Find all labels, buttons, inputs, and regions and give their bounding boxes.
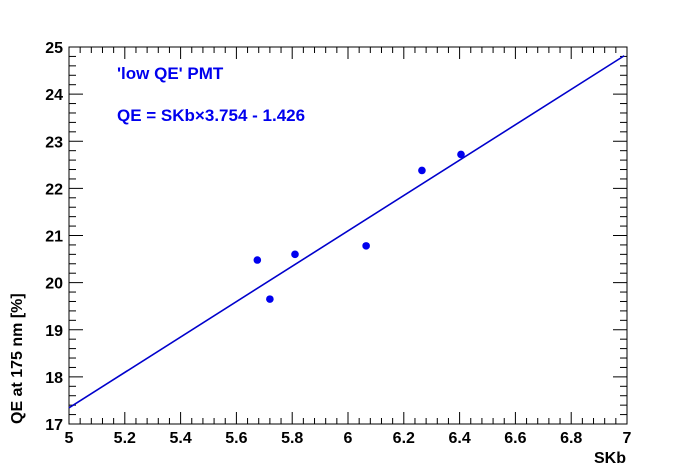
x-tick-label: 6 [344,430,353,447]
annotation-pmt-type: 'low QE' PMT [117,64,224,83]
y-axis-title: QE at 175 nm [%] [9,293,26,424]
data-point [362,242,370,250]
x-tick-label: 6.6 [504,430,526,447]
fit-line [68,55,625,409]
y-tick-label: 21 [45,229,63,246]
x-tick-label: 5.8 [281,430,303,447]
x-tick-label: 7 [623,430,632,447]
x-tick-label: 6.4 [448,430,470,447]
y-tick-label: 25 [45,40,63,57]
y-tick-label: 19 [45,323,63,340]
y-tick-label: 23 [45,134,63,151]
plot-frame [68,46,628,425]
data-points [253,150,465,303]
x-tick-label: 5.2 [114,430,136,447]
data-point [291,250,299,259]
x-tick-label: 6.2 [393,430,415,447]
y-tick-labels: 17 18 19 20 21 22 23 24 25 [45,40,63,434]
data-point [253,256,262,264]
y-tick-label: 20 [45,276,63,293]
y-tick-label: 22 [45,181,63,198]
x-tick-label: 5 [65,430,74,447]
data-point [418,166,426,175]
y-tick-label: 24 [45,87,63,104]
annotation-fit-equation: QE = SKb×3.754 - 1.426 [117,106,305,125]
x-tick-label: 5.6 [225,430,247,447]
y-tick-label: 18 [45,370,63,387]
x-tick-label: 5.4 [169,430,191,447]
x-axis-title: SKb [594,450,626,467]
x-tick-labels: 5 5.2 5.4 5.6 5.8 6 6.2 6.4 6.6 6.8 7 [65,430,632,447]
axis-ticks [68,46,628,425]
data-point [266,295,274,303]
data-point [457,150,465,159]
x-tick-label: 6.8 [560,430,582,447]
y-tick-label: 17 [45,417,63,434]
